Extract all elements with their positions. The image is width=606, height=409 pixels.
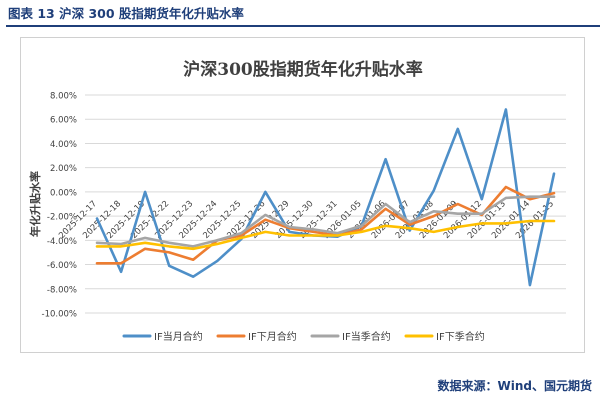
y-axis-label: 年化升贴水率	[28, 171, 42, 237]
y-tick-label: -4.00%	[47, 237, 77, 247]
y-tick-label: 4.00%	[50, 140, 77, 150]
gridlines	[85, 94, 566, 314]
legend-label: IF当季合约	[342, 330, 391, 343]
series-line	[95, 219, 556, 251]
y-tick-label: 8.00%	[50, 92, 77, 102]
y-tick-label: -2.00%	[47, 213, 77, 223]
legend-label: IF下季合约	[436, 330, 485, 343]
y-tick-label: -10.00%	[42, 310, 77, 320]
y-tick-label: -6.00%	[47, 261, 77, 271]
y-tick-label: 2.00%	[50, 164, 77, 174]
y-tick-label: 0.00%	[50, 188, 77, 198]
figure-caption: 图表 13 沪深 300 股指期货年化升贴水率	[8, 6, 244, 21]
y-tick-labels: 8.00% 6.00% 4.00% 2.00% 0.00% -2.00% -4.00% -6.…	[42, 92, 77, 320]
series-line	[95, 108, 556, 287]
series-lines	[95, 108, 556, 287]
chart-title: 沪深300股指期货年化升贴水率	[183, 59, 423, 80]
legend: IF当月合约 IF下月合约 IF当季合约 IF下季合约	[122, 330, 485, 343]
legend-label: IF下月合约	[248, 330, 297, 343]
data-source-note: 数据来源：Wind、国元期货	[437, 379, 592, 393]
y-axis-label-group: 年化升贴水率	[28, 171, 42, 237]
chart-frame: 沪深300股指期货年化升贴水率 8.00% 6.00% 4.00% 2.00% 0.00…	[20, 37, 585, 353]
series-line	[95, 195, 556, 248]
line-chart: 沪深300股指期货年化升贴水率 8.00% 6.00% 4.00% 2.00% 0.00…	[28, 59, 566, 343]
y-tick-label: -8.00%	[47, 285, 77, 295]
y-tick-label: 6.00%	[50, 116, 77, 126]
caption-divider	[6, 25, 600, 27]
legend-label: IF当月合约	[154, 330, 203, 343]
